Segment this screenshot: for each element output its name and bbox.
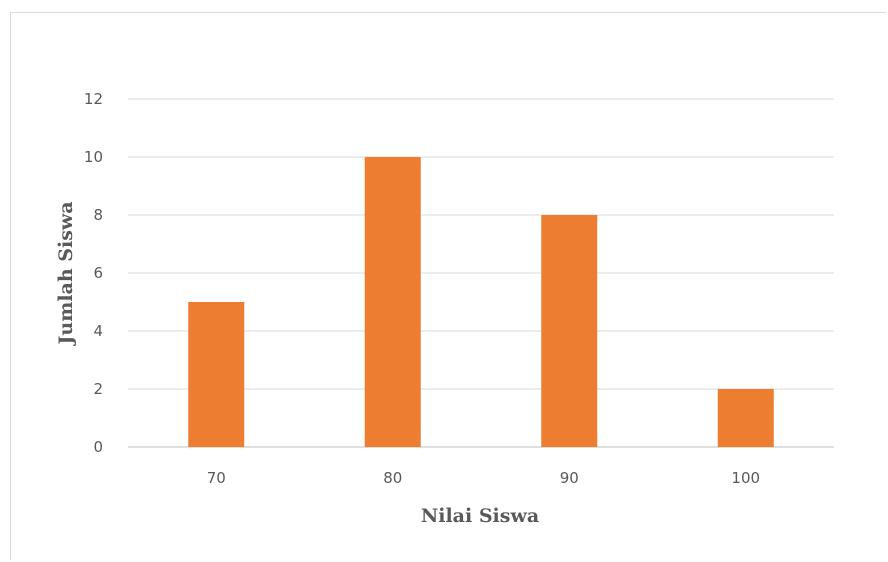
y-tick-label: 2 bbox=[93, 380, 103, 398]
y-tick-label: 0 bbox=[93, 438, 103, 456]
x-tick-label: 90 bbox=[560, 469, 579, 487]
y-tick-label: 4 bbox=[93, 322, 103, 340]
bar-70 bbox=[188, 302, 245, 447]
bars bbox=[188, 157, 774, 447]
x-axis-title: Nilai Siswa bbox=[421, 505, 539, 527]
y-tick-label: 10 bbox=[84, 148, 103, 166]
bar-100 bbox=[717, 389, 774, 447]
x-tick-label: 80 bbox=[383, 469, 402, 487]
x-axis-ticks: 70 80 90 100 bbox=[207, 469, 760, 487]
gridlines bbox=[128, 98, 834, 448]
y-axis-title: Jumlah Siswa bbox=[55, 201, 77, 346]
bar-80 bbox=[364, 157, 421, 447]
y-axis-ticks: 0 2 4 6 8 10 12 bbox=[84, 90, 103, 456]
x-tick-label: 100 bbox=[731, 469, 760, 487]
bar-90 bbox=[541, 215, 598, 447]
x-tick-label: 70 bbox=[207, 469, 226, 487]
y-tick-label: 6 bbox=[93, 264, 103, 282]
y-tick-label: 8 bbox=[93, 206, 103, 224]
y-tick-label: 12 bbox=[84, 90, 103, 108]
chart-frame bbox=[10, 12, 886, 560]
